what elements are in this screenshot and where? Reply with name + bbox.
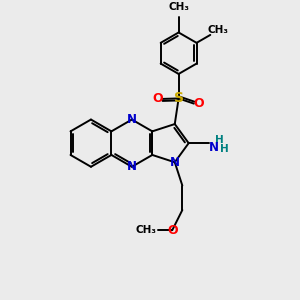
Text: O: O	[194, 97, 204, 110]
Text: N: N	[127, 113, 137, 126]
Text: N: N	[127, 160, 137, 173]
Text: O: O	[152, 92, 163, 105]
Text: S: S	[174, 92, 184, 105]
Text: H: H	[220, 145, 229, 154]
Text: H: H	[215, 135, 224, 145]
Text: N: N	[209, 141, 219, 154]
Text: CH₃: CH₃	[168, 2, 189, 12]
Text: O: O	[167, 224, 178, 237]
Text: CH₃: CH₃	[135, 225, 156, 235]
Text: CH₃: CH₃	[208, 25, 229, 35]
Text: N: N	[170, 156, 180, 169]
